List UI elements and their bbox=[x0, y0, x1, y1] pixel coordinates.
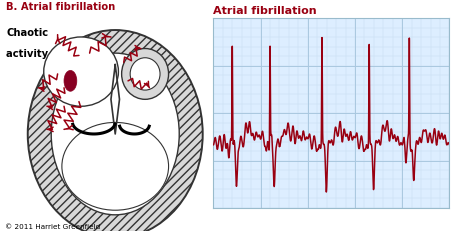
Text: © 2011 Harriet Greenfield: © 2011 Harriet Greenfield bbox=[5, 224, 100, 230]
Ellipse shape bbox=[51, 53, 179, 215]
Ellipse shape bbox=[28, 30, 203, 231]
Ellipse shape bbox=[130, 58, 160, 90]
Text: Atrial fibrillation: Atrial fibrillation bbox=[213, 6, 317, 16]
Text: B. Atrial fibrillation: B. Atrial fibrillation bbox=[6, 2, 116, 12]
Text: Chaotic: Chaotic bbox=[6, 28, 49, 38]
Text: activity in atria: activity in atria bbox=[6, 49, 93, 58]
Ellipse shape bbox=[64, 70, 77, 91]
Ellipse shape bbox=[44, 37, 118, 106]
Ellipse shape bbox=[62, 122, 168, 210]
Ellipse shape bbox=[122, 49, 168, 99]
